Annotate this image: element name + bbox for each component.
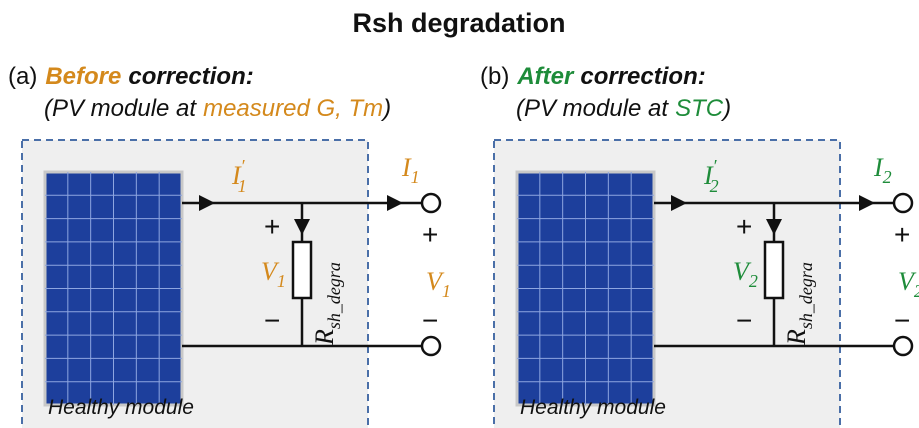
resistor bbox=[291, 240, 313, 300]
current-in-symbol: I bbox=[231, 161, 242, 190]
note-suffix: ) bbox=[720, 95, 731, 122]
voltage-out: V1 bbox=[426, 267, 451, 301]
note-suffix: ) bbox=[380, 95, 391, 122]
voltage-out-sub: 2 bbox=[914, 281, 919, 301]
note-condition: STC bbox=[675, 95, 724, 122]
voltage-out: V2 bbox=[898, 267, 919, 301]
terminal bbox=[420, 192, 442, 214]
voltage-out-symbol: V bbox=[426, 267, 445, 296]
current-out-sub: 2 bbox=[883, 167, 892, 187]
panel-heading: (b) After correction: bbox=[480, 63, 706, 90]
resistor-label: Rsh_degra bbox=[782, 262, 816, 346]
current-out: I2 bbox=[873, 153, 892, 187]
arrow bbox=[199, 195, 215, 211]
resistor-label-sub: sh_degra bbox=[324, 262, 344, 329]
current-out-symbol: I bbox=[873, 153, 884, 182]
voltage-out-symbol: V bbox=[898, 267, 917, 296]
arrow bbox=[859, 195, 875, 211]
voltage-in-sub: 2 bbox=[749, 271, 758, 291]
resistor-label: Rsh_degra bbox=[310, 262, 344, 346]
arrow bbox=[671, 195, 687, 211]
resistor-label-sub: sh_degra bbox=[796, 262, 816, 329]
voltage-in-sub: 1 bbox=[277, 271, 286, 291]
panel-state: Before bbox=[45, 63, 121, 90]
voltage-out-sub: 1 bbox=[442, 281, 451, 301]
voltage-in-symbol: V bbox=[261, 257, 280, 286]
panel-note: (PV module at STC) bbox=[516, 95, 731, 122]
minus-sign: − bbox=[894, 305, 910, 336]
minus-sign: − bbox=[422, 305, 438, 336]
current-in-sub: 1 bbox=[238, 176, 247, 196]
minus-sign: − bbox=[264, 305, 280, 336]
panel-state: After bbox=[516, 63, 575, 90]
panel-heading-text: correction: bbox=[580, 63, 705, 90]
plus-sign: + bbox=[736, 211, 752, 242]
panel-heading: (a) Before correction: bbox=[8, 63, 254, 90]
terminal bbox=[892, 335, 914, 357]
voltage-in: V1 bbox=[261, 257, 286, 291]
panel-tag: (b) bbox=[480, 63, 509, 90]
plus-sign: + bbox=[264, 211, 280, 242]
note-prefix: (PV module at bbox=[516, 95, 669, 122]
resistor-label-symbol: R bbox=[782, 329, 811, 346]
title: Rsh degradation bbox=[352, 8, 565, 38]
box-label: Healthy module bbox=[520, 396, 666, 419]
current-in: I′ 2 bbox=[703, 156, 719, 196]
note-condition: measured G, Tm bbox=[203, 95, 383, 122]
arrow bbox=[294, 219, 310, 235]
resistor-label-symbol: R bbox=[310, 329, 339, 346]
box-label: Healthy module bbox=[48, 396, 194, 419]
panel-tag: (a) bbox=[8, 63, 37, 90]
current-in-symbol: I bbox=[703, 161, 714, 190]
terminal bbox=[892, 192, 914, 214]
current-out-symbol: I bbox=[401, 153, 412, 182]
terminal bbox=[420, 335, 442, 357]
plus-sign: + bbox=[894, 219, 910, 250]
plus-sign: + bbox=[422, 219, 438, 250]
arrow bbox=[766, 219, 782, 235]
current-in: I′ 1 bbox=[231, 156, 247, 196]
current-in-prime: ′ bbox=[713, 156, 718, 176]
current-in-sub: 2 bbox=[710, 176, 719, 196]
panel-heading-text: correction: bbox=[128, 63, 253, 90]
panel-note: (PV module at measured G, Tm) bbox=[44, 95, 391, 122]
arrow bbox=[387, 195, 403, 211]
voltage-in-symbol: V bbox=[733, 257, 752, 286]
current-out: I1 bbox=[401, 153, 420, 187]
voltage-in: V2 bbox=[733, 257, 758, 291]
resistor bbox=[763, 240, 785, 300]
note-prefix: (PV module at bbox=[44, 95, 197, 122]
current-out-sub: 1 bbox=[411, 167, 420, 187]
minus-sign: − bbox=[736, 305, 752, 336]
current-in-prime: ′ bbox=[241, 156, 246, 176]
